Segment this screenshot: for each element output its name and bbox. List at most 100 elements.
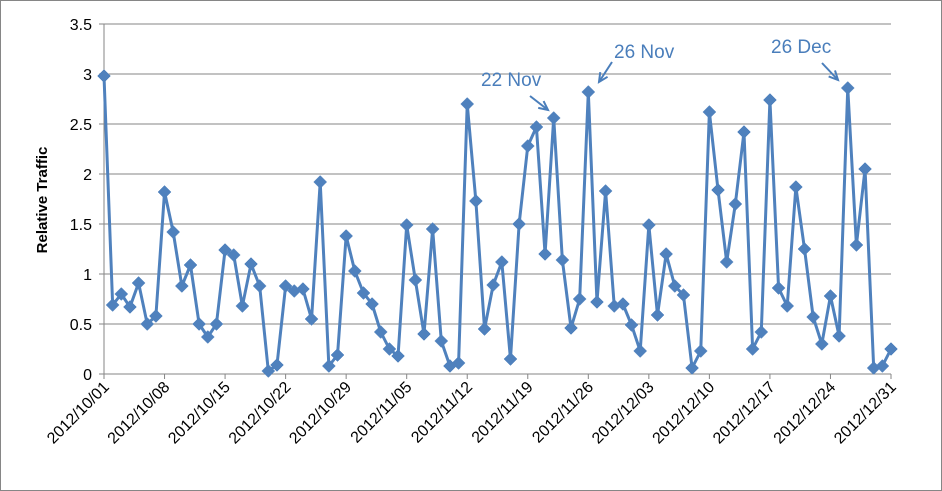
data-point [417,327,431,341]
data-point [858,162,872,176]
annotation-arrowhead [828,70,840,82]
x-tick-label: 2012/12/10 [650,379,719,448]
x-tick-label: 2012/10/08 [105,379,174,448]
annotation-arrow [529,95,549,111]
data-point [494,255,509,269]
annotation-label: 26 Dec [771,37,831,58]
data-point [97,69,111,83]
data-point [884,342,898,356]
data-point [123,300,137,314]
data-point [650,308,665,322]
data-point [434,334,449,348]
data-point [391,349,405,363]
data-point [460,97,475,111]
data-point [564,321,578,335]
data-point [581,85,596,99]
data-point [131,276,146,290]
x-tick-label: 2012/10/15 [165,379,234,448]
annotation-arrow [821,62,839,81]
data-point [641,218,656,232]
x-tick-label: 2012/11/26 [529,379,597,447]
data-point [373,325,388,339]
data-point [304,312,319,326]
y-tick-label: 1 [83,267,92,284]
data-points [97,69,898,378]
data-point [529,120,544,134]
data-point [814,337,829,351]
y-tick-label: 0 [83,367,92,384]
data-point [849,238,864,252]
data-point [330,348,345,362]
data-point [149,309,163,323]
data-point [685,361,699,375]
data-point [347,264,362,278]
data-point [676,288,691,302]
data-point [261,364,276,378]
data-point [590,295,604,309]
data-point [840,81,855,95]
annotation-label: 26 Nov [614,42,675,63]
data-point [711,183,725,197]
annotation-arrowhead [538,100,550,112]
data-point [737,125,751,139]
data-point [789,180,803,194]
data-point [252,279,267,293]
data-point [693,344,708,358]
x-tick-labels: 2012/10/012012/10/082012/10/152012/10/22… [44,379,900,448]
annotation-arrowhead [597,71,609,84]
data-point [538,247,552,261]
y-axis-label: Relative Traffic [34,147,51,254]
data-point [512,217,526,231]
data-point [806,310,821,324]
x-tick-label: 2012/11/05 [348,379,416,447]
data-point [382,342,397,356]
y-tick-label: 2.5 [70,117,92,134]
data-point [667,279,682,293]
x-tick-label: 2012/10/29 [286,379,355,448]
data-point [754,325,769,339]
gridlines [104,23,891,325]
data-point [520,139,535,153]
data-point [278,279,293,293]
annotations: 22 Nov 26 Nov 26 Dec [481,37,840,112]
data-point [719,255,734,269]
x-tick-label: 2012/12/17 [710,379,779,448]
data-point [313,175,328,189]
data-point [797,242,812,256]
data-point [296,282,310,296]
y-tick-label: 0.5 [70,317,92,334]
data-point [702,105,717,119]
x-tick-label: 2012/12/03 [589,379,658,448]
data-point [503,352,518,366]
data-point [235,299,250,313]
y-tick-label: 3.5 [70,17,92,34]
x-tick-label: 2012/11/19 [469,379,537,447]
data-point [244,257,258,271]
x-tick-label: 2012/12/31 [831,379,900,448]
data-point [226,248,241,262]
data-point [763,93,777,107]
data-point [875,359,890,373]
data-point [555,253,570,267]
y-tick-label: 3 [83,67,92,84]
data-point [477,322,492,336]
data-point [832,329,846,343]
data-point [114,287,129,301]
data-point [408,273,423,287]
data-point [105,298,120,312]
y-tick-label: 2 [83,167,92,184]
annotation-arrow [598,61,613,83]
data-point [624,318,639,332]
data-point [633,344,648,358]
data-point [183,258,198,272]
data-point [365,297,379,311]
data-point [745,342,760,356]
x-tick-label: 2012/11/12 [408,379,476,447]
data-point [322,359,336,373]
data-point [823,289,838,303]
data-point [200,330,215,344]
x-tick-label: 2012/10/01 [44,379,113,448]
